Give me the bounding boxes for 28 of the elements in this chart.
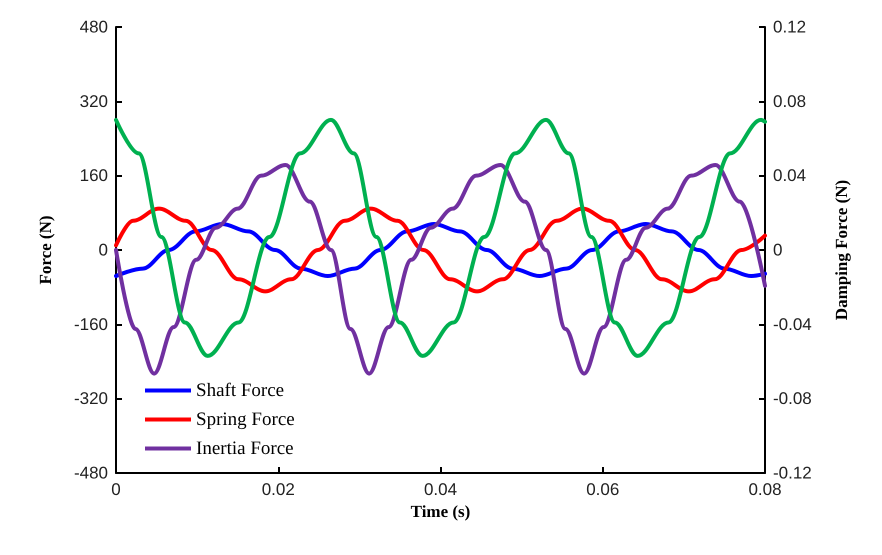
y2-tick-label: -0.04 — [773, 314, 812, 334]
y-tick-label: 480 — [80, 18, 108, 36]
y-tick-label: 160 — [80, 166, 108, 186]
legend-label: Inertia Force — [196, 438, 294, 459]
y-tick-label: -480 — [74, 464, 108, 482]
y-tick-label: -320 — [74, 389, 108, 408]
y2-tick-label: 0 — [773, 240, 782, 260]
x-tick-label: 0 — [111, 480, 121, 499]
x-tick-label: 0.06 — [586, 480, 620, 499]
legend-label: Spring Force — [196, 409, 295, 430]
line-series — [114, 206, 767, 294]
y2-tick-label: 0.12 — [773, 18, 806, 36]
y-axis-title: Force (N) — [36, 215, 55, 285]
y2-tick-label: 0.08 — [773, 92, 806, 111]
y2-tick-label: -0.12 — [773, 464, 812, 482]
x-axis-title: Time (s) — [410, 502, 470, 521]
line-series — [114, 162, 767, 376]
legend-label: Shaft Force — [196, 380, 284, 401]
y2-axis-title: Damping Force (N) — [832, 180, 851, 320]
x-tick-label: 0.04 — [424, 480, 458, 499]
y2-tick-label: -0.08 — [773, 389, 812, 408]
y-tick-label: 320 — [80, 92, 108, 111]
x-tick-label: 0.02 — [262, 480, 295, 499]
y2-tick-label: 0.04 — [773, 166, 806, 186]
y-tick-label: -160 — [74, 314, 108, 334]
line-series — [114, 118, 767, 358]
x-tick-label: 0.08 — [748, 480, 782, 499]
y-tick-label: 0 — [98, 240, 108, 260]
